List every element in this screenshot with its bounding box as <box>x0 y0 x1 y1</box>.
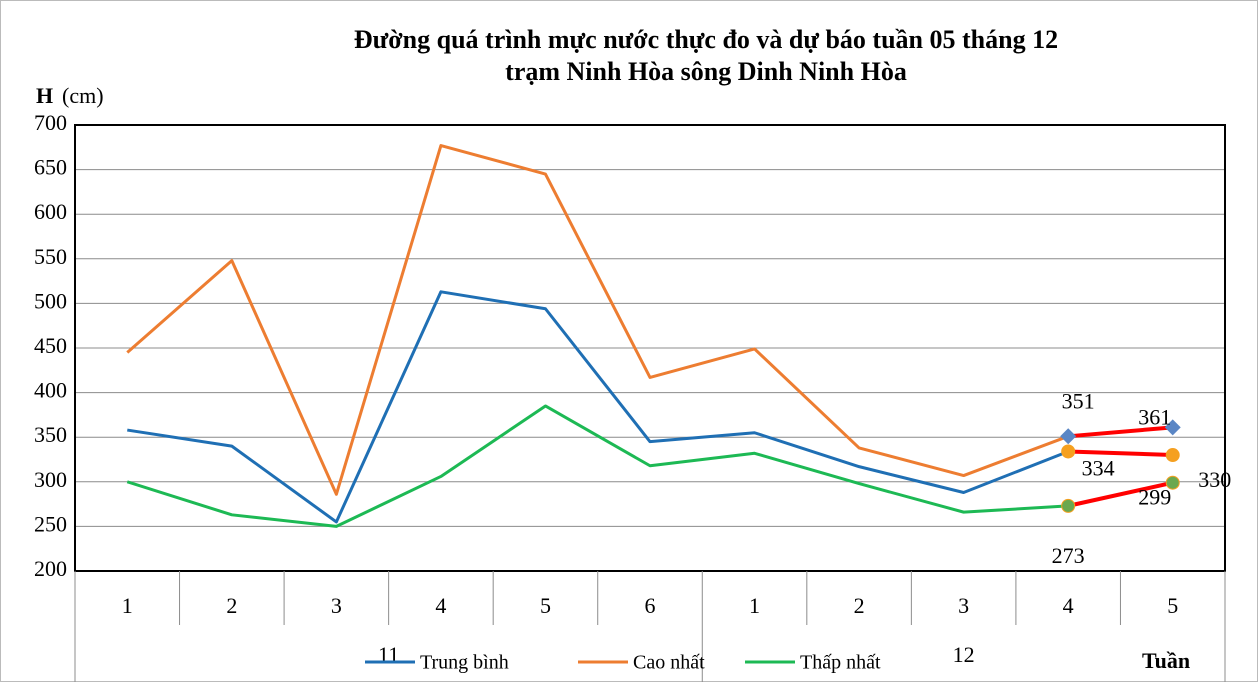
y-axis-label: H <box>36 83 53 108</box>
x-tick-label: 3 <box>958 593 969 618</box>
chart-title: Đường quá trình mực nước thực đo và dự b… <box>354 25 1058 54</box>
series-line <box>126 144 1069 496</box>
x-tick-label: 5 <box>540 593 551 618</box>
series-line <box>1068 449 1173 458</box>
y-tick-label: 700 <box>34 110 67 135</box>
data-label: 361 <box>1138 404 1171 429</box>
marker <box>1061 498 1076 513</box>
y-tick-label: 450 <box>34 333 67 358</box>
y-tick-label: 550 <box>34 244 67 269</box>
legend-label: Cao nhất <box>633 652 705 674</box>
plot-border <box>74 124 1226 572</box>
data-label: 351 <box>1062 388 1095 413</box>
x-tick-label: 3 <box>331 593 342 618</box>
x-tick-label: 1 <box>749 593 760 618</box>
x-tick-label: 2 <box>854 593 865 618</box>
y-axis-unit: (cm) <box>62 83 104 108</box>
x-axis-label: Tuần <box>1142 648 1190 673</box>
chart-title: trạm Ninh Hòa sông Dinh Ninh Hòa <box>505 57 907 86</box>
marker <box>1061 444 1076 459</box>
series-line <box>127 290 1069 524</box>
data-label: 334 <box>1082 456 1115 481</box>
legend-label: Thấp nhất <box>800 652 881 674</box>
y-tick-label: 300 <box>34 467 67 492</box>
y-tick-label: 250 <box>34 511 67 536</box>
x-tick-label: 1 <box>122 593 133 618</box>
y-tick-label: 350 <box>34 422 67 447</box>
data-label: 273 <box>1052 543 1085 568</box>
legend-label: Trung bình <box>420 652 509 674</box>
x-tick-label: 2 <box>226 593 237 618</box>
x-tick-label: 4 <box>1063 593 1074 618</box>
series-line <box>126 404 1069 528</box>
marker <box>1165 448 1180 463</box>
y-tick-label: 600 <box>34 199 67 224</box>
data-label: 299 <box>1138 485 1171 510</box>
x-tick-label: 5 <box>1167 593 1178 618</box>
marker <box>1165 475 1180 490</box>
x-tick-label: 4 <box>435 593 446 618</box>
y-tick-label: 200 <box>34 556 67 581</box>
series-line <box>1068 425 1173 439</box>
data-label: 330 <box>1198 467 1231 492</box>
y-tick-label: 400 <box>34 378 67 403</box>
group-label: 12 <box>953 642 975 667</box>
marker <box>1060 428 1077 445</box>
y-tick-label: 500 <box>34 288 67 313</box>
marker <box>1164 419 1181 436</box>
x-tick-label: 6 <box>645 593 656 618</box>
y-tick-label: 650 <box>34 155 67 180</box>
series-line <box>1067 480 1174 508</box>
